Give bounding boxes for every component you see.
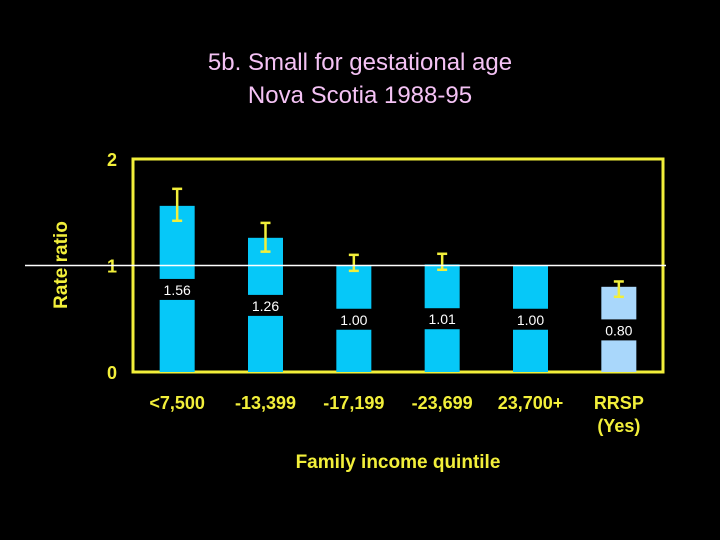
value-label: 1.00 [340, 312, 367, 328]
value-label-box [424, 308, 461, 330]
value-label-box [512, 308, 549, 330]
value-label-box [335, 308, 372, 330]
x-tick-label: -13,399 [235, 393, 296, 413]
y-tick-label: 1 [107, 257, 117, 277]
value-label: 1.26 [252, 298, 279, 314]
y-tick-label: 0 [107, 363, 117, 383]
value-label: 1.56 [164, 282, 191, 298]
value-label-box [159, 278, 196, 300]
chart-title-line2: Nova Scotia 1988-95 [247, 82, 473, 109]
x-tick-label: -23,699 [412, 393, 473, 413]
value-label: 0.80 [605, 322, 632, 338]
x-tick-label: -17,199 [323, 393, 384, 413]
x-tick-label: <7,500 [149, 393, 205, 413]
x-tick-label-line2: (Yes) [597, 416, 640, 436]
y-tick-label: 2 [107, 150, 117, 170]
value-label: 1.01 [429, 311, 456, 327]
value-label-box [247, 294, 284, 316]
chart-title-line1: 5b. Small for gestational age [207, 49, 513, 76]
value-label-box [600, 319, 637, 341]
x-tick-label: RRSP [594, 393, 644, 413]
x-axis-label: Family income quintile [296, 452, 501, 473]
value-label: 1.00 [517, 312, 544, 328]
x-tick-label: 23,700+ [498, 393, 564, 413]
